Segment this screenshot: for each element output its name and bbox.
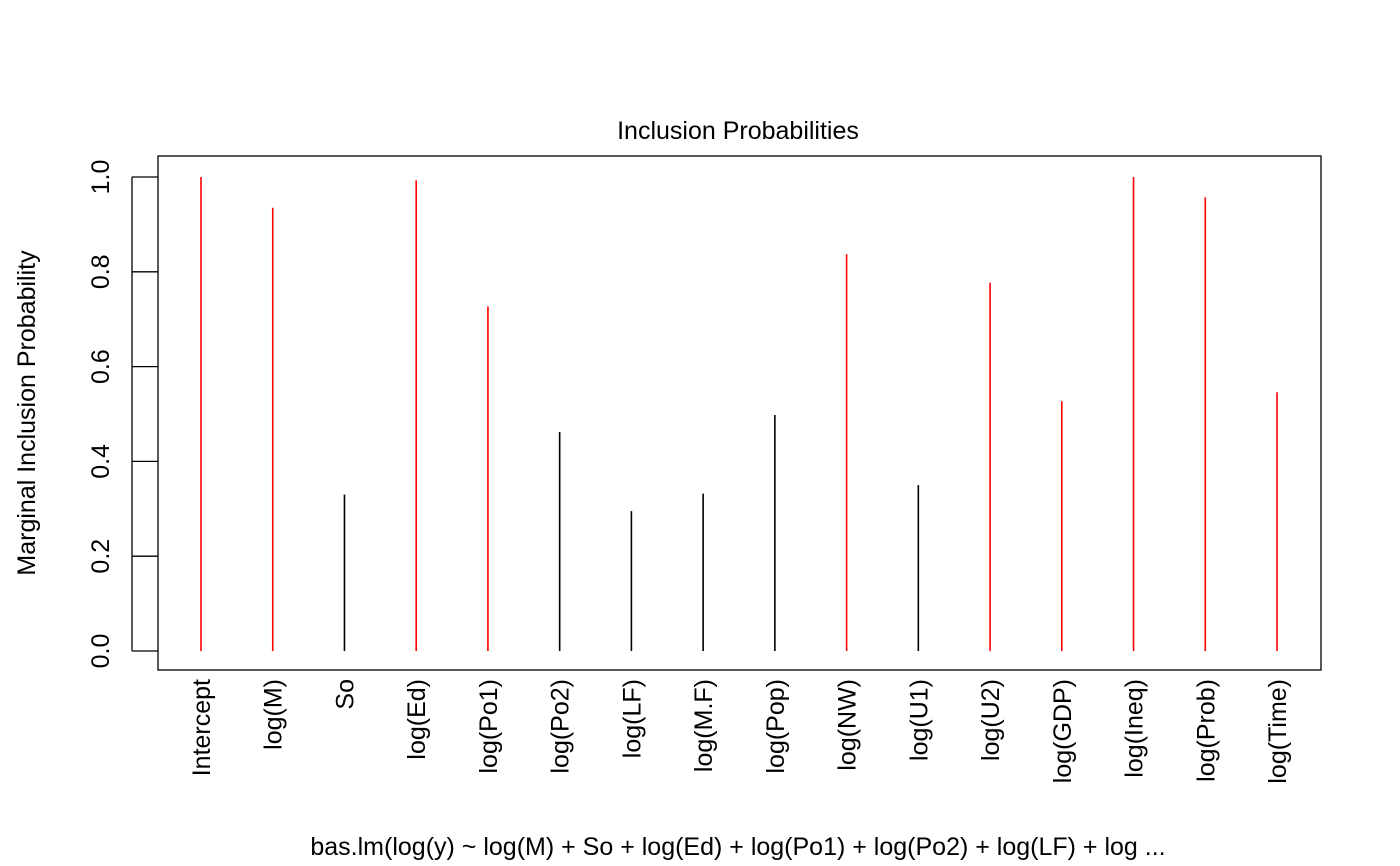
x-tick-label: log(U2)	[977, 679, 1005, 761]
x-tick-label: log(Prob)	[1192, 679, 1220, 782]
x-tick-label: log(M)	[260, 679, 288, 750]
bars	[200, 177, 1278, 651]
x-tick-label: log(Ed)	[403, 679, 431, 760]
y-tick-label: 0.6	[87, 349, 115, 384]
y-axis-label: Marginal Inclusion Probability	[13, 250, 41, 576]
x-tick-label: log(Po1)	[475, 679, 503, 774]
x-tick-label: log(NW)	[834, 679, 862, 771]
y-tick-label: 0.2	[87, 539, 115, 574]
y-tick-label: 0.4	[87, 444, 115, 479]
x-axis-label: bas.lm(log(y) ~ log(M) + So + log(Ed) + …	[310, 833, 1165, 861]
x-tick-label: log(Ineq)	[1121, 679, 1149, 778]
x-tick-label: log(Time)	[1264, 679, 1292, 784]
x-tick-label: log(M.F)	[690, 679, 718, 772]
x-tick-label: log(GDP)	[1049, 679, 1077, 783]
y-tick-label: 0.0	[87, 634, 115, 669]
x-tick-label: So	[331, 679, 359, 710]
x-tick-labels: Intercept log(M) So log(Ed) log(Po1) log(Po2)…	[188, 679, 1292, 784]
y-tick-label: 1.0	[87, 160, 115, 195]
y-tick-label: 0.8	[87, 254, 115, 289]
x-tick-label: log(U1)	[905, 679, 933, 761]
x-tick-label: log(Pop)	[762, 679, 790, 774]
x-tick-label: Intercept	[188, 679, 216, 776]
y-axis: 0.0 0.2 0.4 0.6 0.8 1.0	[87, 160, 158, 669]
x-tick-label: log(LF)	[618, 679, 646, 758]
x-tick-label: log(Po2)	[547, 679, 575, 774]
chart-title: Inclusion Probabilities	[617, 117, 859, 145]
plot-frame	[157, 155, 1322, 671]
